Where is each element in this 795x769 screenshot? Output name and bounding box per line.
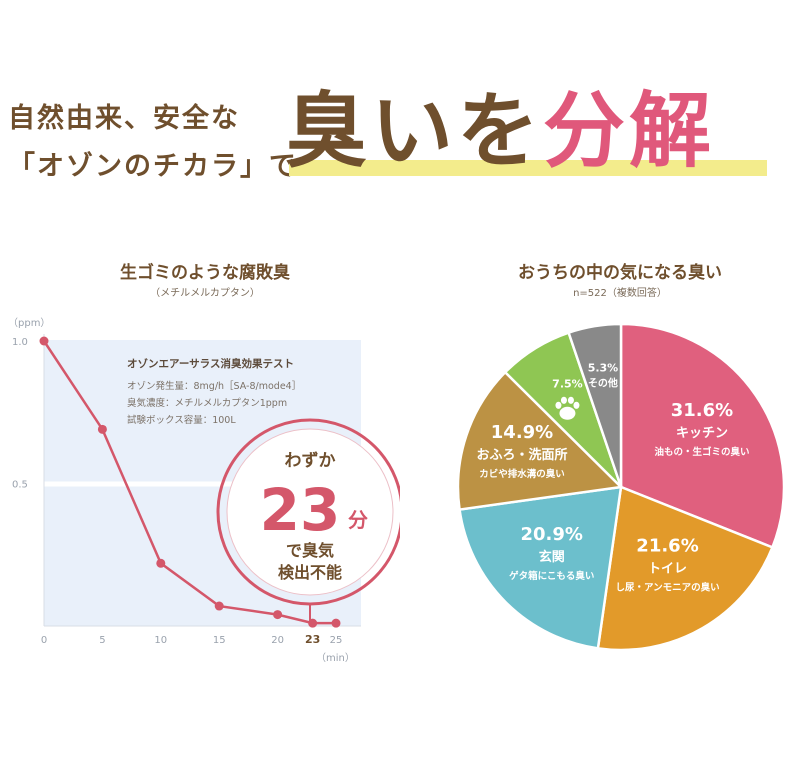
highlight-band: [289, 160, 767, 176]
slice-value-label: 5.3%: [588, 362, 619, 375]
line-chart: （ppm） （min） オゾンエアーサラス消臭効果テスト オゾン発生量：8mg/…: [8, 317, 400, 664]
slice-desc-label: カビや排水溝の臭い: [479, 468, 565, 480]
headline-left: 自然由来、安全な 「オゾンのチカラ」で: [8, 95, 298, 191]
headline-line1: 自然由来、安全な: [8, 103, 240, 134]
x-tick-label: 23: [305, 633, 320, 646]
slice-name-label: トイレ: [648, 561, 687, 576]
headline-big: 臭いを分解: [285, 82, 790, 182]
data-point: [273, 610, 283, 620]
headline-big-accent: 分解: [543, 84, 716, 179]
pie-slice: [458, 485, 623, 650]
data-point: [39, 336, 49, 346]
data-point: [214, 601, 224, 611]
slice-name-label: 玄関: [539, 549, 565, 565]
test-box-line: オゾン発生量：8mg/h［SA-8/mode4］: [127, 380, 301, 392]
slice-value-label: 14.9%: [491, 422, 553, 443]
slice-desc-label: 油もの・生ゴミの臭い: [654, 446, 749, 458]
data-point: [97, 424, 107, 434]
data-point: [331, 618, 341, 628]
test-box-title: オゾンエアーサラス消臭効果テスト: [127, 357, 294, 370]
callout-unit: 分: [348, 508, 368, 532]
callout-number: 23: [260, 476, 341, 544]
slice-name-label: その他: [588, 377, 618, 390]
headline-big-main: 臭いを: [285, 84, 544, 179]
slice-name-label: おふろ・洗面所: [476, 447, 567, 463]
pie-slice: [456, 370, 624, 511]
x-tick-label: 0: [41, 635, 47, 646]
paw-icon: [555, 396, 580, 420]
callout-badge: わずか 23 分 で臭気 検出不能: [216, 418, 400, 622]
slice-desc-label: ゲタ箱にこもる臭い: [509, 570, 594, 582]
x-tick-label: 25: [330, 635, 343, 646]
test-box-line: 試験ボックス容量：100L: [127, 414, 236, 426]
slice-value-label: 21.6%: [636, 535, 698, 556]
x-tick-label: 10: [154, 635, 167, 646]
headline-line2: 「オゾンのチカラ」で: [8, 151, 298, 182]
x-tick-label: 15: [213, 635, 226, 646]
slice-desc-label: し尿・アンモニアの臭い: [615, 581, 719, 593]
slice-value-label: 7.5%: [552, 377, 583, 390]
pie-chart-title: おうちの中の気になる臭い: [518, 263, 722, 283]
callout-top: わずか: [285, 451, 336, 471]
y-tick-label: 1.0: [12, 337, 28, 348]
x-tick-label: 5: [99, 635, 105, 646]
slice-value-label: 20.9%: [521, 524, 583, 545]
slice-name-label: キッチン: [676, 426, 728, 441]
pie-slice: [619, 322, 786, 550]
slice-value-label: 31.6%: [671, 400, 733, 421]
test-box-line: 臭気濃度：メチルメルカプタン1ppm: [127, 397, 287, 409]
x-unit-label: （min）: [316, 652, 355, 664]
pie-slice: [596, 485, 775, 652]
y-tick-label: 0.5: [12, 480, 28, 491]
callout-bottom2: 検出不能: [278, 563, 342, 582]
line-chart-subtitle: （メチルメルカプタン）: [150, 288, 260, 299]
line-chart-title: 生ゴミのような腐敗臭: [120, 263, 290, 283]
pie-slice: [567, 322, 623, 488]
x-tick-label: 20: [271, 635, 284, 646]
pie-chart-subtitle: n=522（複数回答）: [573, 288, 667, 299]
y-unit-label: （ppm）: [8, 317, 50, 329]
data-point: [156, 558, 166, 568]
callout-bottom1: で臭気: [286, 541, 334, 560]
